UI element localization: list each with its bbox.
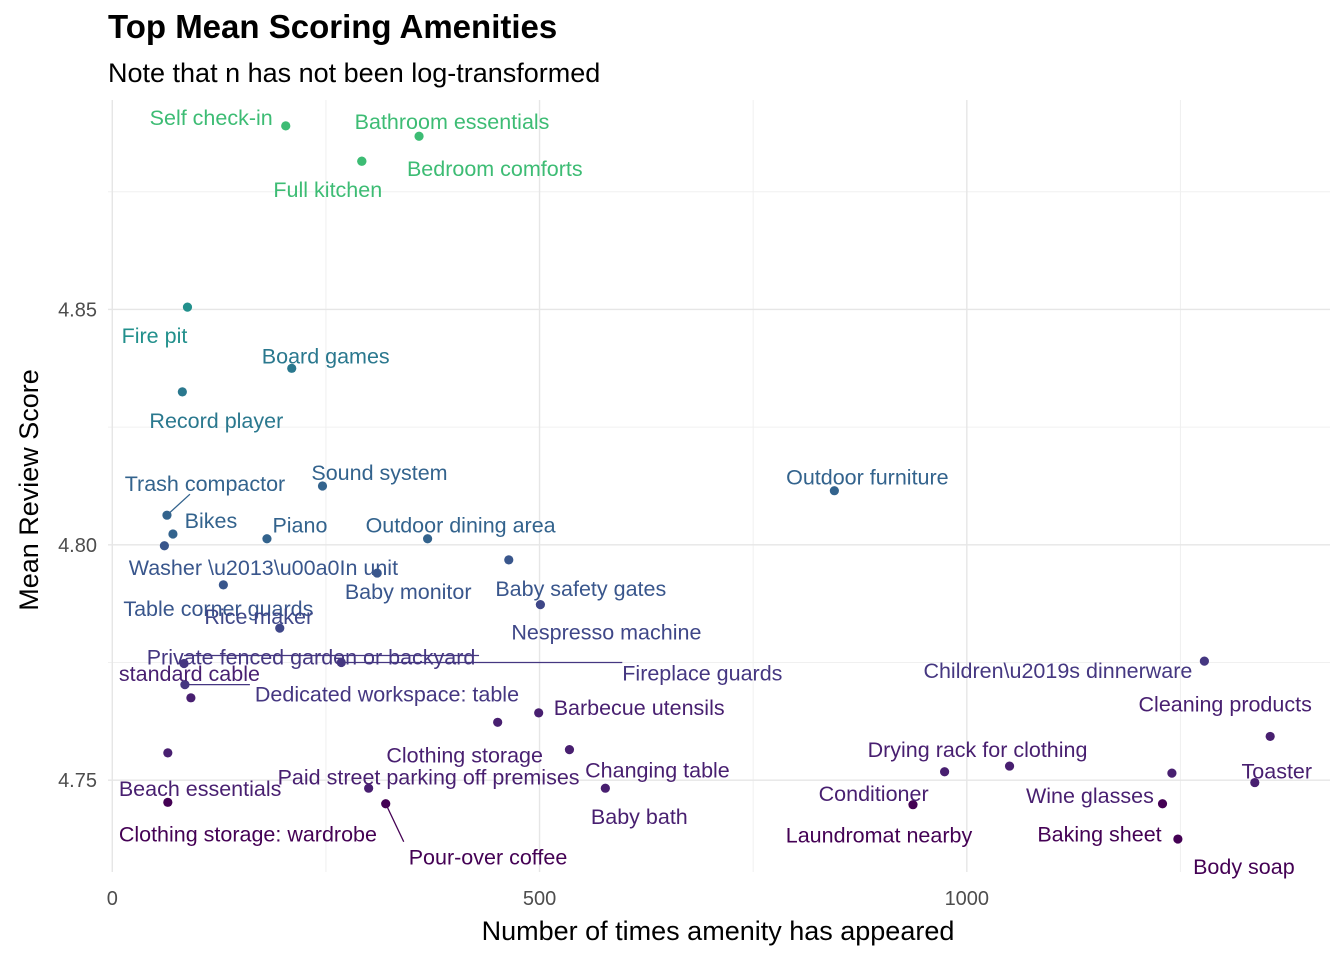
data-label: Pour-over coffee [409,846,568,870]
data-point [1265,731,1275,742]
data-label: Baking sheet [1037,823,1161,847]
x-tick-labels: 0 500 1000 [107,888,989,910]
data-label: Baby monitor [345,580,472,604]
label-connectors [166,493,623,843]
data-point [1157,799,1168,809]
data-label: Body soap [1193,855,1295,879]
data-label: Nespresso machine [511,621,701,645]
data-point [163,797,173,807]
data-label: Baby bath [591,805,688,829]
data-point [1167,768,1177,778]
data-label: Sound system [311,461,447,485]
data-label: Outdoor furniture [786,466,949,490]
data-label: Cleaning products [1139,692,1312,716]
data-label: Baby safety gates [495,577,666,601]
x-axis-title: Number of times amenity has appeared [482,916,955,946]
data-label: Bikes [185,509,238,533]
data-label: Private fenced garden or backyard [147,645,476,669]
data-point [364,783,374,793]
data-point [381,799,391,809]
data-label: Piano [272,514,327,538]
data-label: Wine glasses [1026,784,1154,808]
data-point [1173,834,1183,844]
data-label: Drying rack for clothing [868,738,1088,762]
data-label: Trash compactor [125,472,286,496]
data-point [336,657,346,668]
data-point [600,783,610,793]
data-point [317,481,328,491]
data-point [287,363,297,373]
label-connector [385,803,405,843]
data-point [493,717,503,727]
x-tick-label: 1000 [945,888,990,910]
data-points [159,121,1275,844]
data-label: Rice maker [204,605,313,629]
data-point [168,529,178,539]
data-point [163,748,173,758]
data-point [414,131,424,141]
label-connector [166,493,191,516]
chart-title: Top Mean Scoring Amenities [108,8,558,45]
data-point [159,541,169,551]
data-label: Fire pit [122,324,188,348]
grid-minor [108,100,1330,872]
data-label: standard cable [119,662,260,686]
data-label: Clothing storage [386,743,543,767]
data-point [940,767,950,777]
x-tick-label: 500 [523,888,556,910]
grid-major [108,100,1330,872]
data-label: Changing table [585,759,730,783]
data-point [535,600,546,610]
data-label: Outdoor dining area [366,514,556,538]
data-label: Children\u2019s dinnerware [923,659,1192,683]
data-point [908,800,918,810]
data-point [177,387,187,397]
data-point [1250,777,1260,788]
data-label: Dedicated workspace: table [255,683,519,707]
y-tick-label: 4.85 [58,299,97,321]
data-label: Beach essentials [119,777,282,801]
data-label: Self check-in [150,106,273,130]
y-tick-labels: 4.75 4.80 4.85 [58,299,97,792]
data-point [281,121,291,131]
y-tick-label: 4.80 [58,535,97,557]
data-label: Fireplace guards [622,662,782,686]
data-point [182,302,193,312]
data-point [504,555,514,565]
data-label: Board games [262,344,390,368]
data-point [564,745,575,755]
data-label: Record player [149,409,283,433]
data-label: Paid street parking off premises [278,766,580,790]
data-point [423,534,433,544]
data-label: Bedroom comforts [407,157,583,181]
data-point [1199,656,1209,666]
y-tick-label: 4.75 [58,770,97,792]
data-label: Barbecue utensils [554,696,725,720]
chart-subtitle: Note that n has not been log-transformed [108,58,601,88]
y-axis-title: Mean Review Score [14,369,44,611]
data-point [534,708,544,718]
data-point [357,156,367,166]
data-label: Laundromat nearby [786,824,973,848]
data-label: Clothing storage: wardrobe [119,822,377,846]
data-point [372,568,382,578]
data-point [262,534,272,544]
data-point [218,580,228,590]
data-label: Table corner guards [123,597,313,621]
data-labels: Self check-in Bathroom essentials Bedroom … [119,106,1312,879]
data-point [186,693,196,703]
x-tick-label: 0 [107,888,118,910]
data-label: Toaster [1242,760,1313,784]
data-point [180,680,190,690]
data-label: Bathroom essentials [355,110,550,134]
data-point [179,658,189,669]
data-label: Full kitchen [273,178,382,202]
data-point [1004,761,1015,771]
data-point [829,486,839,496]
data-point [162,510,172,520]
data-label: Washer \u2013\u00a0In unit [129,556,398,580]
data-point [275,623,285,633]
data-label: Conditioner [819,782,929,806]
